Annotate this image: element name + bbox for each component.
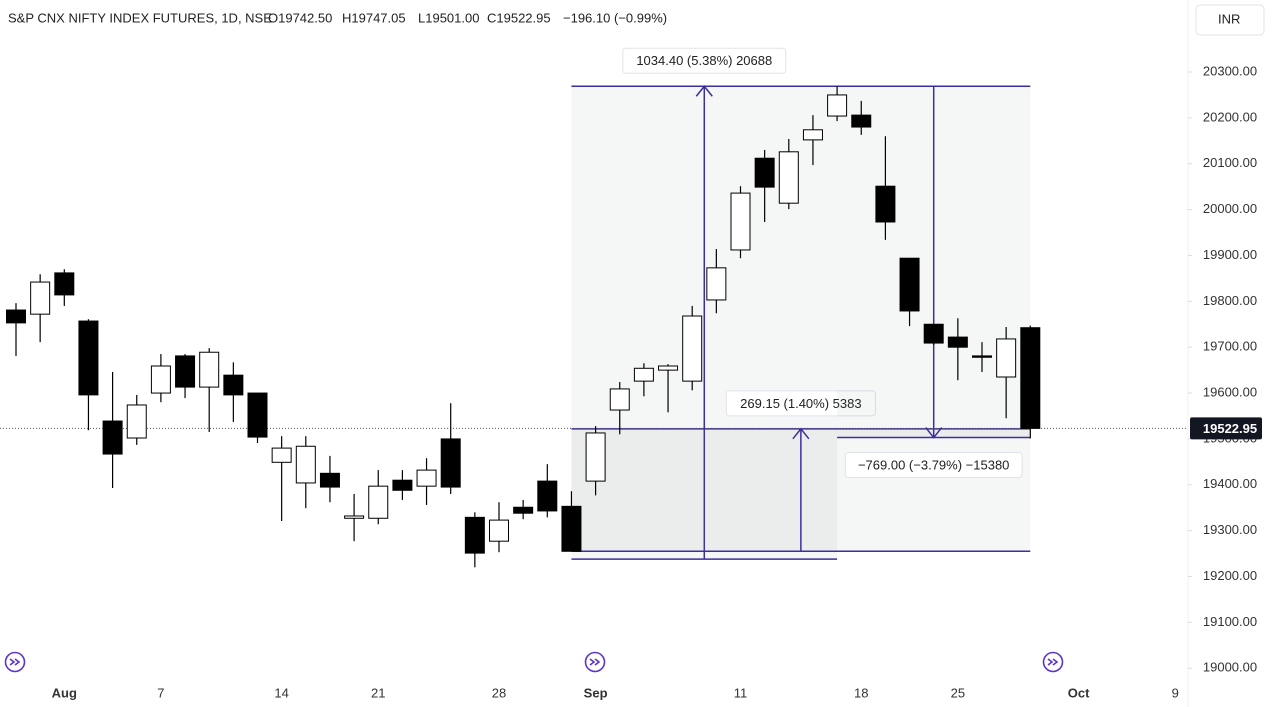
candle-body [102, 420, 123, 455]
candle-body [247, 392, 268, 438]
measure-arrowhead [792, 427, 810, 440]
y-tick-label: 19600.00 [1203, 384, 1257, 399]
candle-body [344, 515, 365, 519]
candle-body [6, 309, 26, 324]
candle-body [682, 315, 703, 382]
candle-body [658, 365, 679, 371]
x-tick-label: 21 [371, 685, 385, 700]
candle-body [392, 479, 413, 491]
candle-body [368, 485, 389, 519]
y-tick-label: 19400.00 [1203, 476, 1257, 491]
y-tick-label: 19100.00 [1203, 614, 1257, 629]
currency-button[interactable] [1195, 4, 1265, 36]
candle-body [875, 185, 896, 223]
x-tick-label: 28 [492, 685, 506, 700]
x-tick-label: 9 [1172, 685, 1179, 700]
measure-label: 1034.40 (5.38%) 20688 [636, 53, 772, 68]
measure-label-box [844, 452, 1023, 479]
candle-body [730, 192, 751, 251]
measure-arrowhead [695, 85, 713, 97]
candle-body [319, 472, 340, 488]
candle-body [633, 367, 654, 382]
legend-symbol: S&P CNX NIFTY INDEX FUTURES, 1D, NSE [8, 10, 272, 25]
candle-body [271, 447, 292, 463]
candle-body [537, 480, 558, 512]
y-tick-label: 19900.00 [1203, 247, 1257, 262]
measure-arrowhead [925, 427, 943, 439]
x-tick-label: Sep [584, 685, 608, 700]
legend-low: L19501.00 [418, 10, 479, 25]
candle-body [223, 374, 244, 396]
x-tick-label: 11 [734, 685, 748, 700]
x-tick-label: 25 [951, 685, 965, 700]
candle-body [513, 506, 534, 514]
candle-body [416, 469, 437, 487]
candle-body [827, 94, 848, 117]
x-tick-label: Aug [52, 685, 77, 700]
currency-label[interactable]: INR [1218, 11, 1240, 26]
replay-icons [4, 651, 1064, 673]
y-tick-label: 20100.00 [1203, 155, 1257, 170]
x-tick-label: 14 [274, 685, 288, 700]
candle-body [295, 445, 316, 484]
y-tick-label: 20200.00 [1203, 109, 1257, 124]
measure-label-box [622, 47, 787, 74]
header-layer: S&P CNX NIFTY INDEX FUTURES, 1D, NSE O19… [8, 4, 1265, 36]
candle-body [440, 438, 461, 488]
legend-open: O19742.50 [268, 10, 332, 25]
candle-body [489, 519, 509, 542]
candle-body [802, 129, 823, 141]
candle-body [54, 272, 75, 296]
measure-label: 269.15 (1.40%) 5383 [740, 396, 861, 411]
axis-layer: 19000.00 19100.00 19200.00 19300.00 19400.00… [52, 0, 1262, 707]
x-tick-label: 18 [854, 685, 868, 700]
candle-body [923, 323, 944, 344]
measure-label: −769.00 (−3.79%) −15380 [858, 457, 1009, 472]
candle-body [199, 351, 220, 388]
y-tick-label: 19200.00 [1203, 568, 1257, 583]
candle-body [851, 114, 872, 128]
candle-layer [0, 86, 1186, 568]
jump-icon[interactable] [1042, 651, 1064, 673]
y-tick-label: 19300.00 [1203, 522, 1257, 537]
candle-body [150, 365, 171, 394]
last-price-label: 19522.95 [1203, 421, 1257, 436]
legend-close: C19522.95 [487, 10, 551, 25]
y-tick-label: 19700.00 [1203, 339, 1257, 354]
measure-label-box [725, 390, 876, 417]
y-tick-label: 20000.00 [1203, 201, 1257, 216]
jump-icon[interactable] [584, 651, 606, 673]
candle-body [996, 338, 1017, 378]
y-tick-label: 19000.00 [1203, 660, 1257, 675]
jump-icon[interactable] [4, 651, 26, 673]
candle-body [947, 336, 968, 348]
candle-body [899, 257, 920, 312]
candle-body [754, 157, 775, 188]
candle-body [778, 151, 799, 204]
candle-body [1020, 327, 1041, 429]
candle-body [126, 404, 147, 439]
x-tick-label: 7 [157, 685, 164, 700]
legend-high: H19747.05 [342, 10, 406, 25]
x-tick-label: Oct [1068, 685, 1090, 700]
y-tick-label: 19800.00 [1203, 293, 1257, 308]
annotation-layer: 1034.40 (5.38%) 20688 269.15 (1.40%) 5383… [571, 47, 1031, 560]
candle-body [30, 281, 51, 315]
candle-body [706, 267, 727, 301]
legend-change: −196.10 (−0.99%) [563, 10, 667, 25]
last-price-badge [1190, 417, 1262, 440]
y-tick-label: 20300.00 [1203, 63, 1257, 78]
candle-body [175, 355, 196, 388]
candle-body [972, 355, 992, 358]
candle-body [561, 505, 582, 552]
candle-body [609, 388, 630, 411]
candle-body [585, 432, 606, 482]
candle-body [464, 516, 485, 554]
candle-body [78, 320, 99, 396]
